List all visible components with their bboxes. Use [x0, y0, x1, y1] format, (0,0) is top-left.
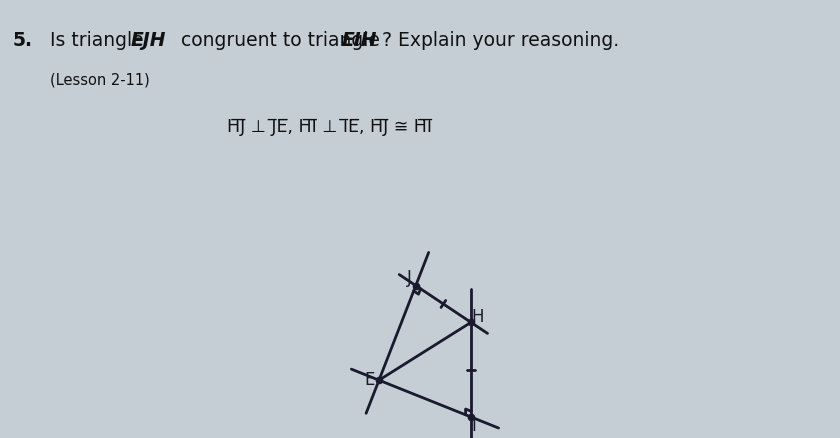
Text: I: I [471, 417, 476, 435]
Text: H̅J̅ ⊥ J̅E̅, H̅I̅ ⊥ I̅E̅, H̅J̅ ≅ H̅I̅: H̅J̅ ⊥ J̅E̅, H̅I̅ ⊥ I̅E̅, H̅J̅ ≅ H̅I̅ [227, 118, 432, 136]
Text: E: E [365, 371, 375, 389]
Text: ? Explain your reasoning.: ? Explain your reasoning. [382, 31, 619, 49]
Text: H: H [471, 308, 484, 326]
Text: J: J [407, 268, 412, 287]
Text: Is triangle: Is triangle [50, 31, 150, 49]
Text: (Lesson 2-11): (Lesson 2-11) [50, 72, 150, 87]
Text: EIH: EIH [342, 31, 377, 49]
Text: 5.: 5. [13, 31, 33, 49]
Text: EJH: EJH [130, 31, 165, 49]
Text: congruent to triangle: congruent to triangle [175, 31, 386, 49]
